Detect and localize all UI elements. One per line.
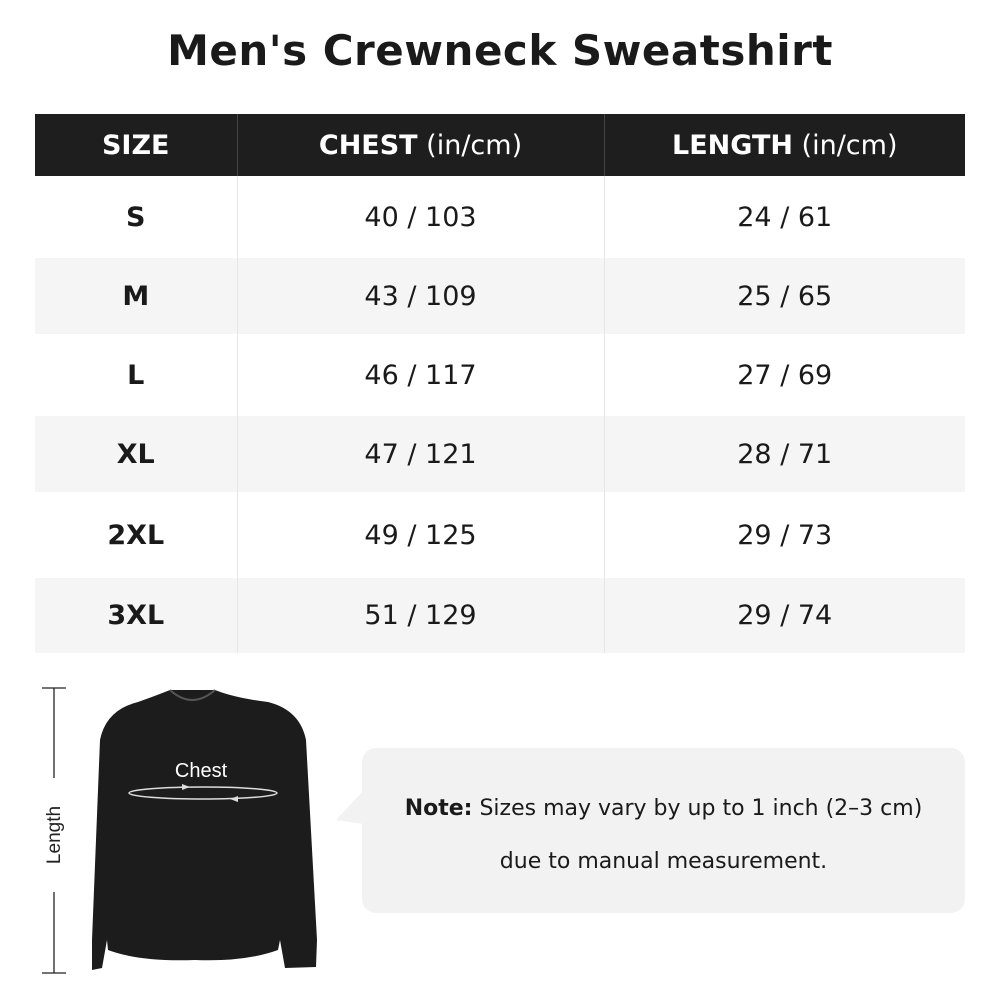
chest-cell: 47 / 121 <box>237 416 605 492</box>
table-row: M 43 / 109 25 / 65 <box>35 258 965 334</box>
header-label: LENGTH <box>672 129 793 161</box>
size-cell: M <box>35 258 238 334</box>
length-ruler <box>42 687 66 974</box>
table-row: XL 47 / 121 28 / 71 <box>35 416 965 492</box>
length-cell: 29 / 73 <box>604 492 965 578</box>
size-cell: XL <box>35 416 238 492</box>
sweatshirt-image <box>92 690 317 970</box>
note-line-1: Sizes may vary by up to 1 inch (2–3 cm) <box>472 796 923 821</box>
chest-label: Chest <box>175 760 228 782</box>
length-cell: 24 / 61 <box>604 176 965 258</box>
size-table: SIZE CHEST (in/cm) LENGTH (in/cm) S 40 / 10… <box>35 114 965 653</box>
size-cell: 2XL <box>35 492 238 578</box>
sweatshirt-diagram: Length Chest <box>42 687 317 974</box>
header-unit: (in/cm) <box>417 129 523 161</box>
length-cell: 29 / 74 <box>604 578 965 653</box>
page-title: Men's Crewneck Sweatshirt <box>167 26 833 75</box>
column-header: SIZE <box>35 114 238 176</box>
table-row: 2XL 49 / 125 29 / 73 <box>35 492 965 578</box>
length-cell: 28 / 71 <box>604 416 965 492</box>
length-label: Length <box>44 806 65 864</box>
column-header: LENGTH (in/cm) <box>604 114 965 176</box>
chest-cell: 46 / 117 <box>237 334 605 416</box>
length-cell: 27 / 69 <box>604 334 965 416</box>
note-line-2: due to manual measurement. <box>499 849 828 874</box>
chest-cell: 49 / 125 <box>237 492 605 578</box>
size-cell: S <box>35 176 238 258</box>
chest-cell: 40 / 103 <box>237 176 605 258</box>
table-row: 3XL 51 / 129 29 / 74 <box>35 578 965 653</box>
header-label: CHEST <box>318 129 418 161</box>
header-unit: (in/cm) <box>792 129 898 161</box>
column-header: CHEST (in/cm) <box>237 114 605 176</box>
header-label: SIZE <box>101 129 170 161</box>
size-cell: 3XL <box>35 578 238 653</box>
table-row: S 40 / 103 24 / 61 <box>35 176 965 258</box>
size-cell: L <box>35 334 238 416</box>
table-row: L 46 / 117 27 / 69 <box>35 334 965 416</box>
note-label: Note: <box>404 796 473 821</box>
chest-cell: 51 / 129 <box>237 578 605 653</box>
length-cell: 25 / 65 <box>604 258 965 334</box>
chest-measure-loop <box>128 786 278 800</box>
chest-cell: 43 / 109 <box>237 258 605 334</box>
note-box: Note: Sizes may vary by up to 1 inch (2–… <box>336 748 965 913</box>
